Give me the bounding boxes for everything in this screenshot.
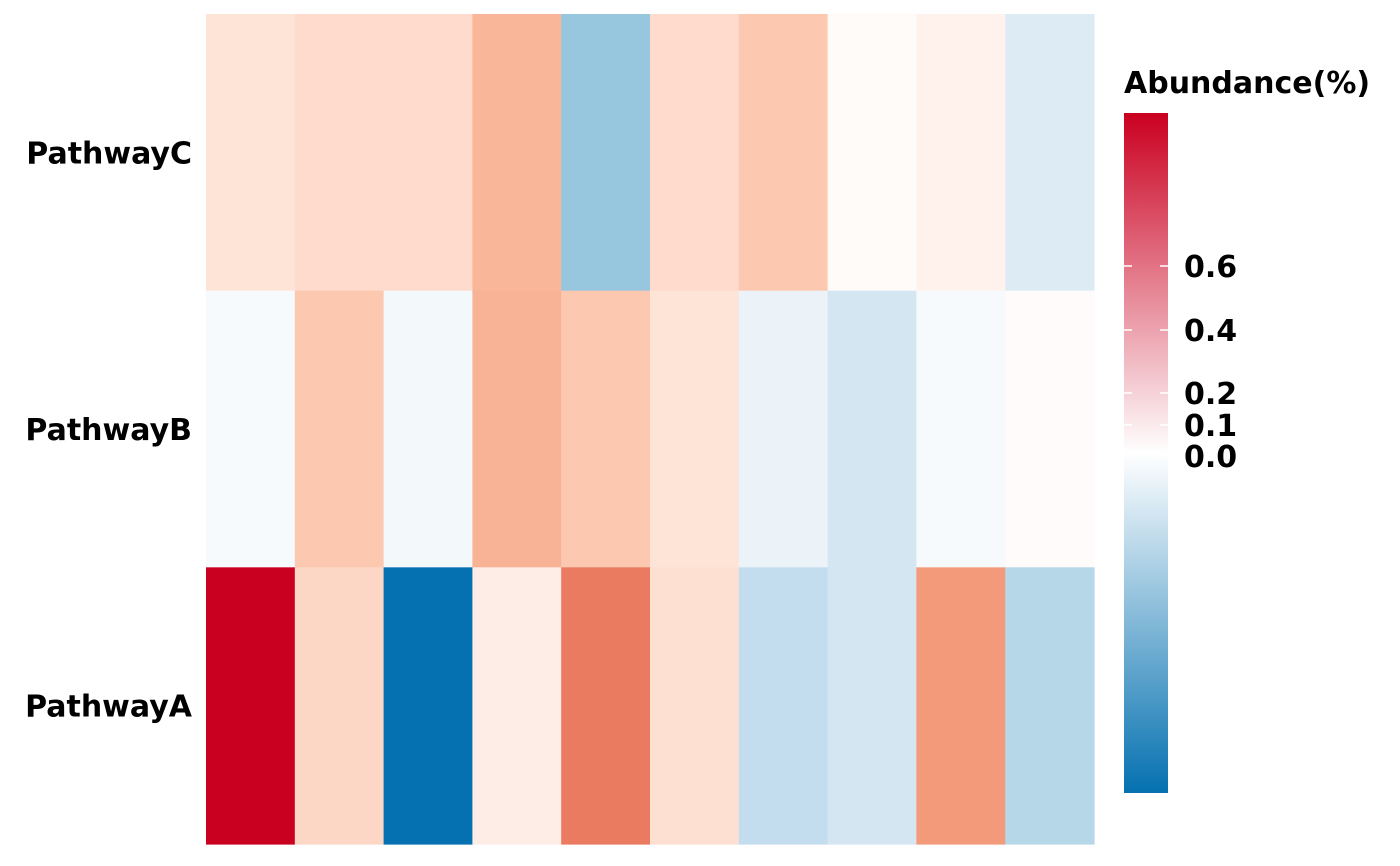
heatmap-cell-pathwayb-7 bbox=[738, 290, 829, 568]
color-legend: Abundance(%) 0.6 0.4 0.20.10.0 bbox=[1124, 66, 1370, 793]
heatmap-cell-pathwayb-1 bbox=[206, 290, 296, 568]
heatmap-cell-pathwaya-4 bbox=[472, 567, 562, 845]
heatmap-cell-pathwayc-3 bbox=[383, 14, 473, 292]
legend-title: Abundance(%) bbox=[1124, 66, 1370, 101]
heatmap-cell-pathwaya-9 bbox=[916, 567, 1006, 845]
heatmap-cell-pathwayb-6 bbox=[650, 290, 740, 568]
row-label-pathwayc: PathwayC bbox=[26, 136, 192, 171]
heatmap-cell-pathwayb-9 bbox=[916, 290, 1006, 568]
legend-ticks: 0.6 0.4 0.20.10.0 bbox=[1124, 250, 1237, 475]
legend-tick-label: 0.6 bbox=[1184, 250, 1237, 285]
heatmap-cell-pathwaya-1 bbox=[206, 567, 296, 845]
heatmap-cell-pathwaya-8 bbox=[827, 567, 917, 845]
row-label-pathwaya: PathwayA bbox=[25, 690, 193, 725]
heatmap-cell-pathwayb-10 bbox=[1005, 290, 1095, 568]
row-label-pathwayb: PathwayB bbox=[25, 413, 192, 448]
heatmap-cell-pathwaya-10 bbox=[1005, 567, 1095, 845]
heatmap-cell-pathwaya-6 bbox=[650, 567, 740, 845]
heatmap-cell-pathwayb-3 bbox=[383, 290, 473, 568]
row-labels: PathwayC PathwayB PathwayA bbox=[25, 136, 193, 724]
heatmap-cell-pathwaya-7 bbox=[738, 567, 829, 845]
heatmap-cell-pathwayc-4 bbox=[472, 14, 562, 292]
heatmap-cell-pathwayc-6 bbox=[650, 14, 740, 292]
heatmap-cells bbox=[206, 14, 1095, 845]
legend-tick-label: 0.0 bbox=[1184, 440, 1237, 475]
heatmap-cell-pathwayb-2 bbox=[294, 290, 385, 568]
heatmap-cell-pathwayc-1 bbox=[206, 14, 296, 292]
heatmap-cell-pathwayc-5 bbox=[561, 14, 651, 292]
heatmap-cell-pathwayc-10 bbox=[1005, 14, 1095, 292]
heatmap-cell-pathwaya-2 bbox=[294, 567, 385, 845]
heatmap-cell-pathwayc-9 bbox=[916, 14, 1006, 292]
heatmap-cell-pathwayc-8 bbox=[827, 14, 917, 292]
legend-tick-label: 0.1 bbox=[1184, 409, 1237, 444]
heatmap-cell-pathwayc-7 bbox=[738, 14, 829, 292]
heatmap-cell-pathwayc-2 bbox=[294, 14, 385, 292]
heatmap-cell-pathwayb-8 bbox=[827, 290, 917, 568]
heatmap-cell-pathwaya-3 bbox=[383, 567, 473, 845]
legend-colorbar bbox=[1124, 113, 1168, 793]
heatmap-cell-pathwayb-5 bbox=[561, 290, 651, 568]
legend-tick-label: 0.2 bbox=[1184, 377, 1237, 412]
legend-tick-label: 0.4 bbox=[1184, 314, 1237, 349]
heatmap-cell-pathwayb-4 bbox=[472, 290, 562, 568]
heatmap-cell-pathwaya-5 bbox=[561, 567, 651, 845]
